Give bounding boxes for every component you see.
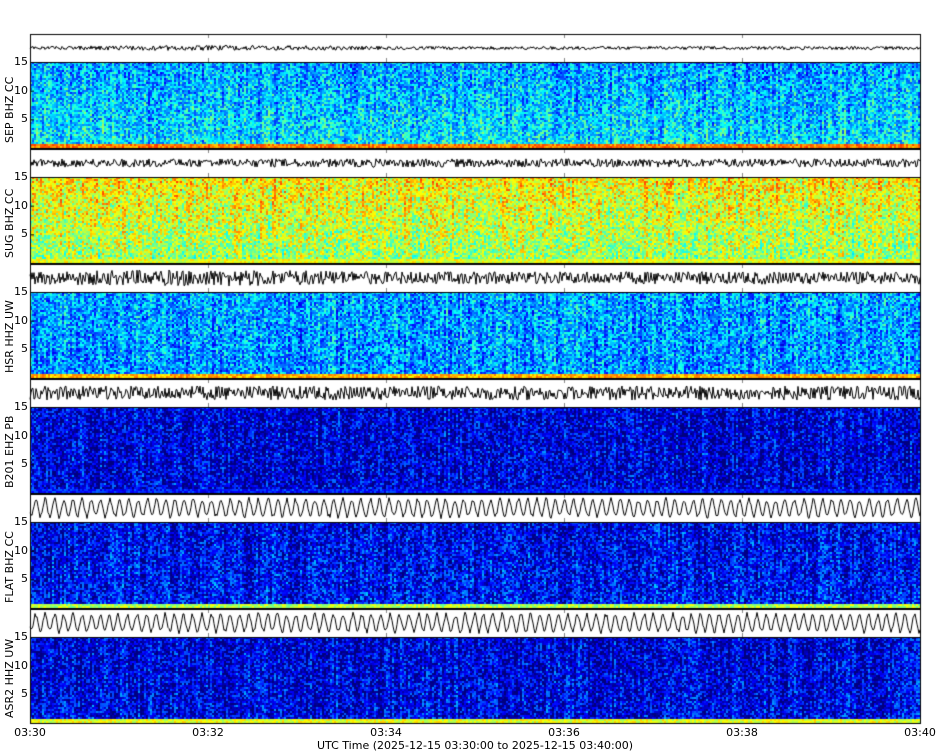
x-tick-label: 03:40 — [904, 726, 936, 739]
y-tick-label: 15 — [14, 400, 28, 413]
x-tick-label: 03:38 — [726, 726, 758, 739]
y-tick-label: 10 — [14, 83, 28, 97]
x-tick-label: 03:32 — [192, 726, 224, 739]
station-label: FLAT BHZ CC — [3, 531, 16, 603]
y-tick-label: 15 — [14, 630, 28, 643]
y-tick-label: 5 — [21, 342, 28, 356]
y-tick-label: 10 — [14, 198, 28, 212]
station-label: SEP BHZ CC — [3, 76, 16, 143]
y-tick-label: 10 — [14, 543, 28, 557]
y-tick-label: 10 — [14, 428, 28, 442]
y-tick-label: 10 — [14, 658, 28, 672]
x-tick-label: 03:36 — [548, 726, 580, 739]
y-tick-label: 15 — [14, 55, 28, 68]
y-tick-label: 5 — [21, 457, 28, 471]
station-label: B201 EHZ PB — [3, 415, 16, 488]
y-tick-label: 5 — [21, 227, 28, 241]
y-tick-label: 5 — [21, 572, 28, 586]
y-tick-label: 5 — [21, 687, 28, 701]
y-tick-label: 10 — [14, 313, 28, 327]
station-label: HSR HHZ UW — [3, 300, 16, 373]
station-label: ASR2 HHZ UW — [3, 638, 16, 718]
x-tick-label: 03:30 — [14, 726, 46, 739]
station-label: SUG BHZ CC — [3, 188, 16, 258]
y-tick-label: 15 — [14, 170, 28, 183]
x-tick-label: 03:34 — [370, 726, 402, 739]
y-tick-label: 5 — [21, 112, 28, 126]
x-axis-label: UTC Time (2025-12-15 03:30:00 to 2025-12… — [317, 739, 633, 752]
y-tick-label: 15 — [14, 515, 28, 528]
y-tick-label: 15 — [14, 285, 28, 298]
